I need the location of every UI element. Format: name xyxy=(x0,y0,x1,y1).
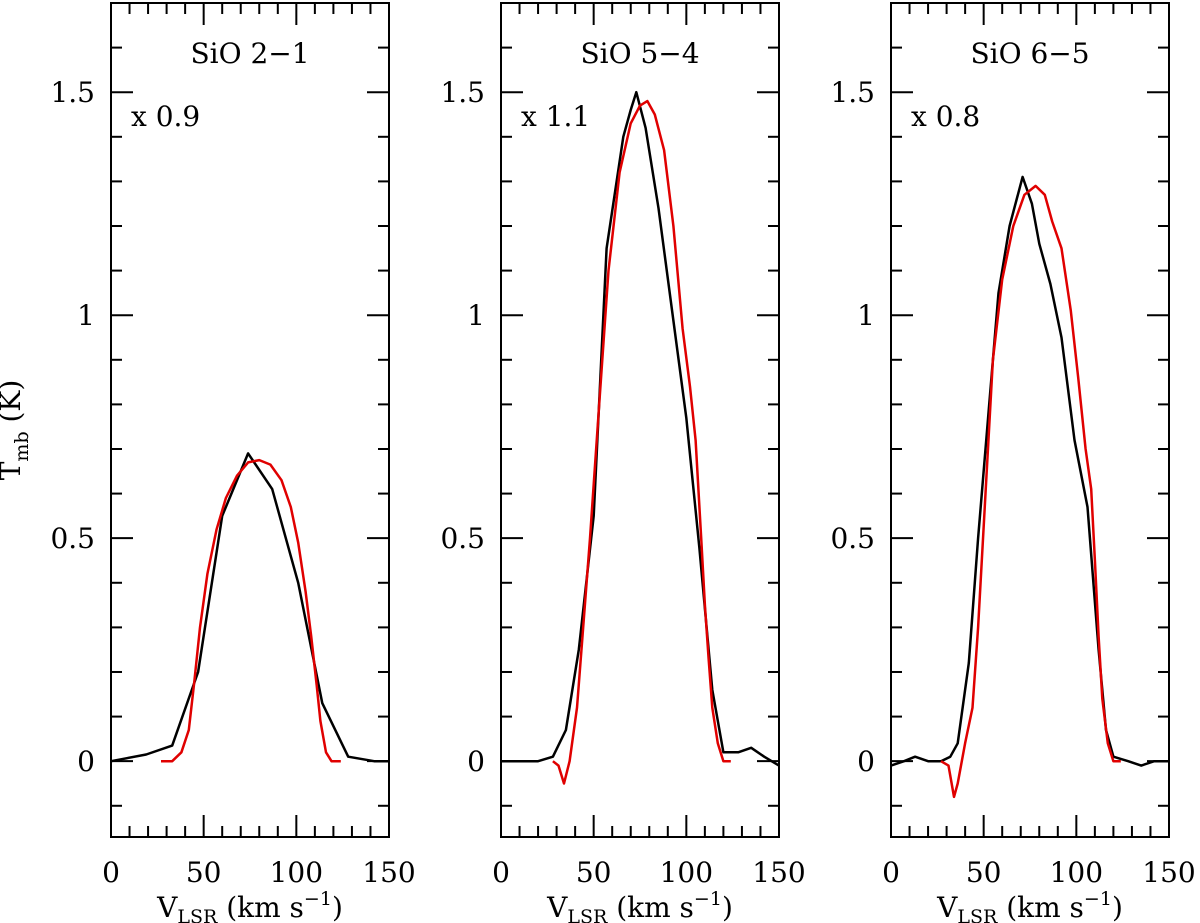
data-lines xyxy=(890,175,1169,799)
data-lines xyxy=(110,452,389,763)
y-tick-label: 1.5 xyxy=(830,76,875,109)
plot-frame xyxy=(890,2,1170,838)
tick-labels: 0 50 100 150 0 0.5 1 1.5 xyxy=(830,76,1195,889)
panel-sio-2-1: SiO 2−1 x 0.9 0 50 100 150 0 0.5 1 1.5 VLSR (km… xyxy=(50,2,416,923)
panel-title: SiO 6−5 xyxy=(970,37,1089,70)
data-lines xyxy=(501,90,780,785)
y-tick-label: 0.5 xyxy=(830,522,875,555)
y-tick-label: 1 xyxy=(77,299,95,332)
x-tick-label: 50 xyxy=(966,856,1002,889)
y-axis-label: Tmb (K) xyxy=(0,380,33,481)
y-tick-label: 0 xyxy=(467,745,485,778)
tick-marks xyxy=(110,3,390,837)
y-tick-label: 1.5 xyxy=(50,76,95,109)
panel-sio-6-5: SiO 6−5 x 0.8 0 50 100 150 0 0.5 1 1.5 VLSR (km… xyxy=(830,2,1196,923)
x-tick-label: 150 xyxy=(1142,856,1195,889)
x-tick-label: 100 xyxy=(270,856,323,889)
panel-title: SiO 2−1 xyxy=(190,37,309,70)
x-axis-label: VLSR (km s−1) xyxy=(156,888,343,923)
panel-sio-5-4: SiO 5−4 x 1.1 0 50 100 150 0 0.5 1 1.5 VLSR (km… xyxy=(440,2,806,923)
y-tick-label: 1 xyxy=(467,299,485,332)
tick-marks xyxy=(890,3,1170,837)
y-tick-label: 0.5 xyxy=(440,522,485,555)
y-tick-label: 0.5 xyxy=(50,522,95,555)
series-observed xyxy=(501,90,780,767)
x-axis-label: VLSR (km s−1) xyxy=(546,888,733,923)
tick-labels: 0 50 100 150 0 0.5 1 1.5 xyxy=(50,76,415,889)
y-tick-label: 1.5 xyxy=(440,76,485,109)
scale-annotation: x 1.1 xyxy=(521,100,590,133)
x-axis-label: VLSR (km s−1) xyxy=(936,888,1123,923)
scale-annotation: x 0.8 xyxy=(911,100,980,133)
x-tick-label: 100 xyxy=(660,856,713,889)
plot-frame xyxy=(110,2,390,838)
plot-frame xyxy=(500,2,780,838)
x-tick-label: 0 xyxy=(102,856,120,889)
series-model xyxy=(940,184,1121,799)
x-tick-label: 100 xyxy=(1050,856,1103,889)
x-tick-label: 0 xyxy=(882,856,900,889)
series-observed xyxy=(890,175,1169,767)
tick-labels: 0 50 100 150 0 0.5 1 1.5 xyxy=(440,76,805,889)
series-model xyxy=(161,458,341,763)
y-tick-label: 0 xyxy=(857,745,875,778)
x-tick-label: 150 xyxy=(362,856,415,889)
x-tick-label: 50 xyxy=(186,856,222,889)
y-tick-label: 0 xyxy=(77,745,95,778)
series-observed xyxy=(110,452,389,763)
y-tick-label: 1 xyxy=(857,299,875,332)
series-model xyxy=(552,99,731,785)
svg-text:Tmb (K): Tmb (K) xyxy=(0,380,33,481)
x-tick-label: 0 xyxy=(492,856,510,889)
panel-title: SiO 5−4 xyxy=(580,37,699,70)
scale-annotation: x 0.9 xyxy=(131,100,200,133)
x-tick-label: 50 xyxy=(576,856,612,889)
x-tick-label: 150 xyxy=(752,856,805,889)
